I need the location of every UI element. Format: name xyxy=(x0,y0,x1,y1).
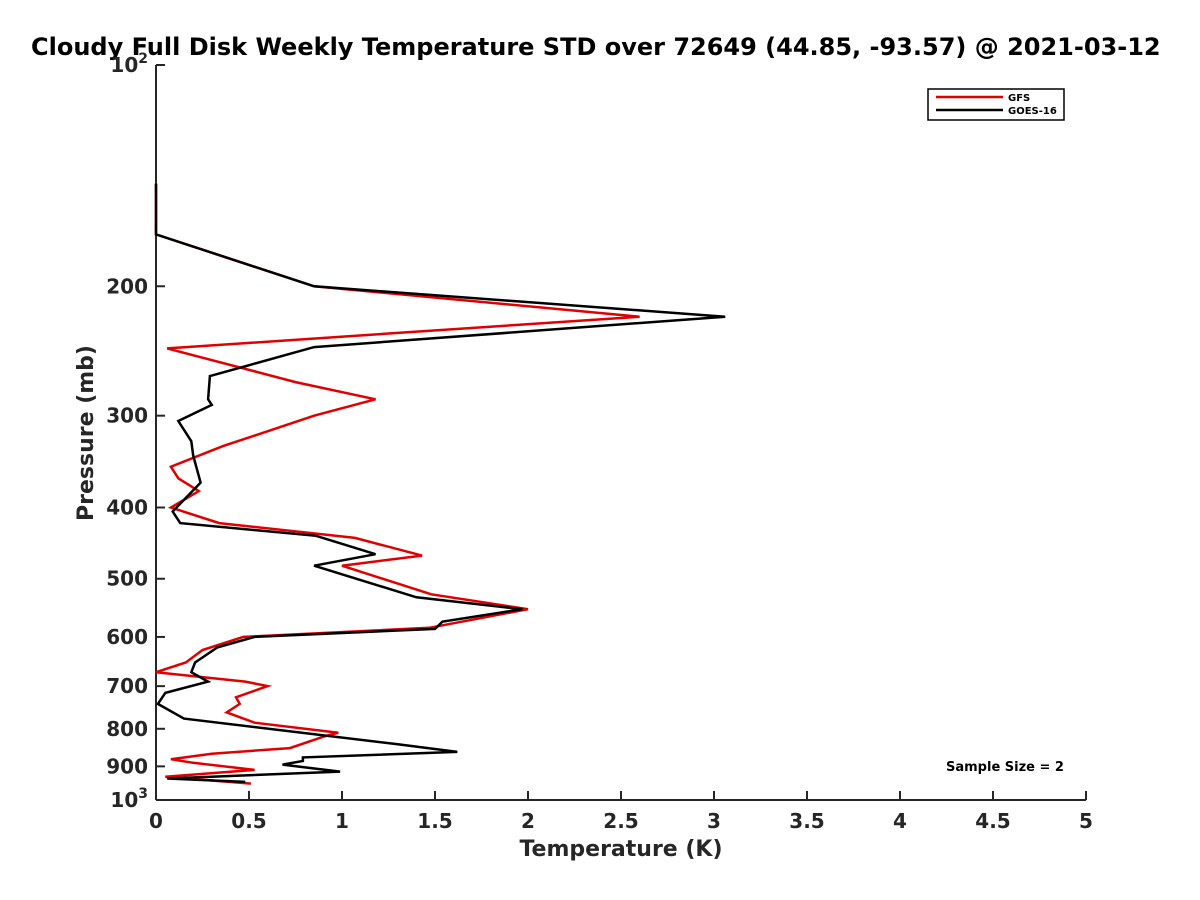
plot-area: 0 0.5 1 1.5 2 2.5 3 3.5 4 4.5 5 102200300400500600… xyxy=(106,51,1093,833)
x-tick-label: 3 xyxy=(707,809,721,833)
chart-title: Cloudy Full Disk Weekly Temperature STD … xyxy=(31,33,1161,61)
y-tick-exponent: 2 xyxy=(138,51,148,67)
y-axis-label: Pressure (mb) xyxy=(74,345,99,521)
x-ticks: 0 0.5 1 1.5 2 2.5 3 3.5 4 4.5 5 xyxy=(149,791,1093,833)
x-tick-label: 1 xyxy=(335,809,349,833)
x-tick-label: 4 xyxy=(893,809,907,833)
series-line-gfs xyxy=(154,183,640,785)
x-axis-label: Temperature (K) xyxy=(519,837,722,862)
y-tick-label: 500 xyxy=(106,567,148,591)
y-tick-label: 400 xyxy=(106,496,148,520)
y-tick-label: 103 xyxy=(110,786,148,812)
legend-label-goes16: GOES-16 xyxy=(1008,106,1057,117)
x-tick-label: 2 xyxy=(521,809,535,833)
y-tick-base: 10 xyxy=(110,53,138,77)
legend-box xyxy=(927,88,1065,121)
y-tick-label: 600 xyxy=(106,625,148,649)
y-tick-label: 102 xyxy=(110,51,148,77)
x-tick-label: 0 xyxy=(149,809,163,833)
y-tick-label: 200 xyxy=(106,274,148,298)
x-tick-label: 0.5 xyxy=(231,809,266,833)
y-tick-label: 900 xyxy=(106,754,148,778)
legend: GFS GOES-16 xyxy=(927,88,1065,121)
sample-size-annotation: Sample Size = 2 xyxy=(946,760,1064,775)
series-line-goes-16 xyxy=(154,183,726,784)
x-tick-label: 4.5 xyxy=(975,809,1010,833)
y-tick-exponent: 3 xyxy=(138,786,148,802)
y-tick-label: 800 xyxy=(106,717,148,741)
legend-label-gfs: GFS xyxy=(1008,93,1030,104)
x-tick-label: 2.5 xyxy=(603,809,638,833)
series-lines xyxy=(154,183,726,785)
x-tick-label: 5 xyxy=(1079,809,1093,833)
x-tick-label: 1.5 xyxy=(417,809,452,833)
y-tick-label: 300 xyxy=(106,404,148,428)
y-tick-base: 10 xyxy=(110,788,138,812)
y-tick-label: 700 xyxy=(106,674,148,698)
x-tick-label: 3.5 xyxy=(789,809,824,833)
